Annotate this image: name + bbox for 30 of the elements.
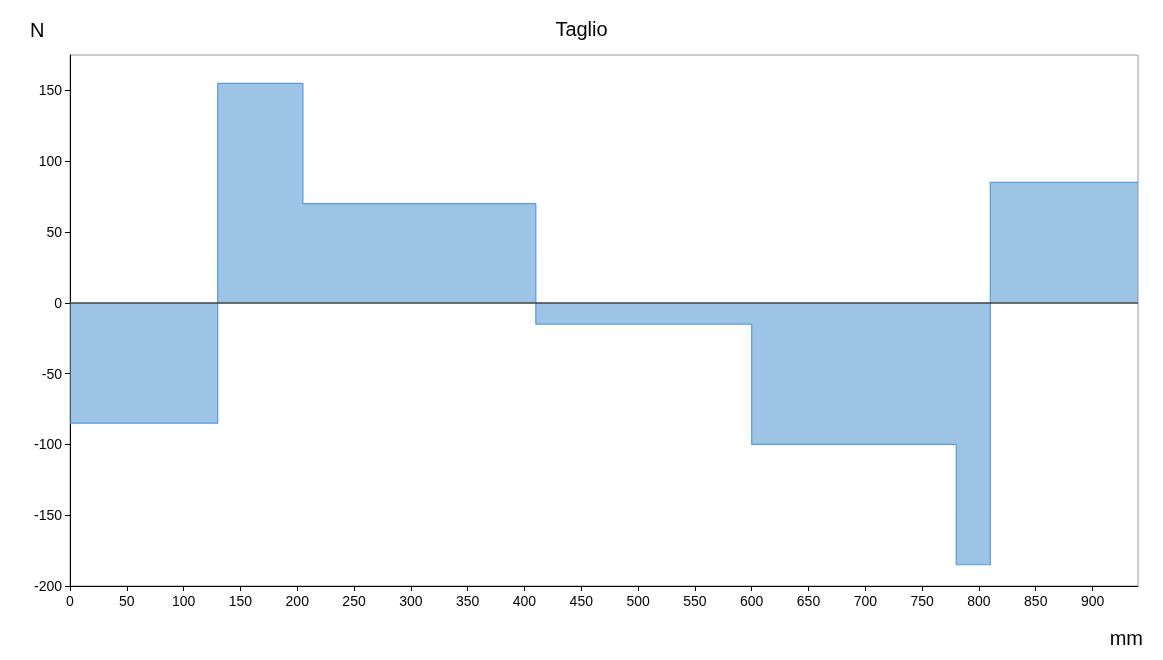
x-tick-label: 700 (853, 593, 878, 609)
x-tick-label: 50 (119, 593, 135, 609)
x-tick-label: 0 (66, 593, 75, 609)
x-tick-label: 100 (171, 593, 196, 609)
x-tick-label: 350 (455, 593, 480, 609)
x-tick-label: 400 (512, 593, 537, 609)
y-tick-label: -100 (33, 436, 63, 453)
y-tick-label: -150 (33, 507, 63, 524)
x-tick-label: 900 (1080, 593, 1105, 609)
x-tick-label: 850 (1024, 593, 1048, 609)
x-tick-label: 250 (342, 593, 366, 609)
x-tick-label: 550 (683, 593, 707, 609)
x-tick-label: 300 (399, 593, 423, 609)
y-tick-label: 100 (38, 153, 63, 170)
x-tick-label: 150 (228, 593, 253, 609)
y-tick-label: 150 (38, 82, 63, 99)
chart-title: Taglio (555, 18, 608, 40)
x-tick-label: 800 (967, 593, 991, 609)
x-tick-label: 500 (626, 593, 650, 609)
x-tick-label: 200 (285, 593, 310, 609)
y-axis-title: N (30, 19, 45, 41)
x-tick-label: 650 (796, 593, 821, 609)
y-tick-label: -200 (33, 578, 63, 594)
x-tick-label: 750 (910, 593, 935, 609)
y-tick-label: 50 (46, 224, 63, 240)
x-axis-title: mm (1109, 627, 1144, 649)
x-tick-label: 450 (569, 593, 594, 609)
y-tick-label: -50 (41, 365, 63, 382)
y-tick-label: 0 (54, 294, 63, 311)
x-tick-label: 600 (740, 593, 764, 609)
